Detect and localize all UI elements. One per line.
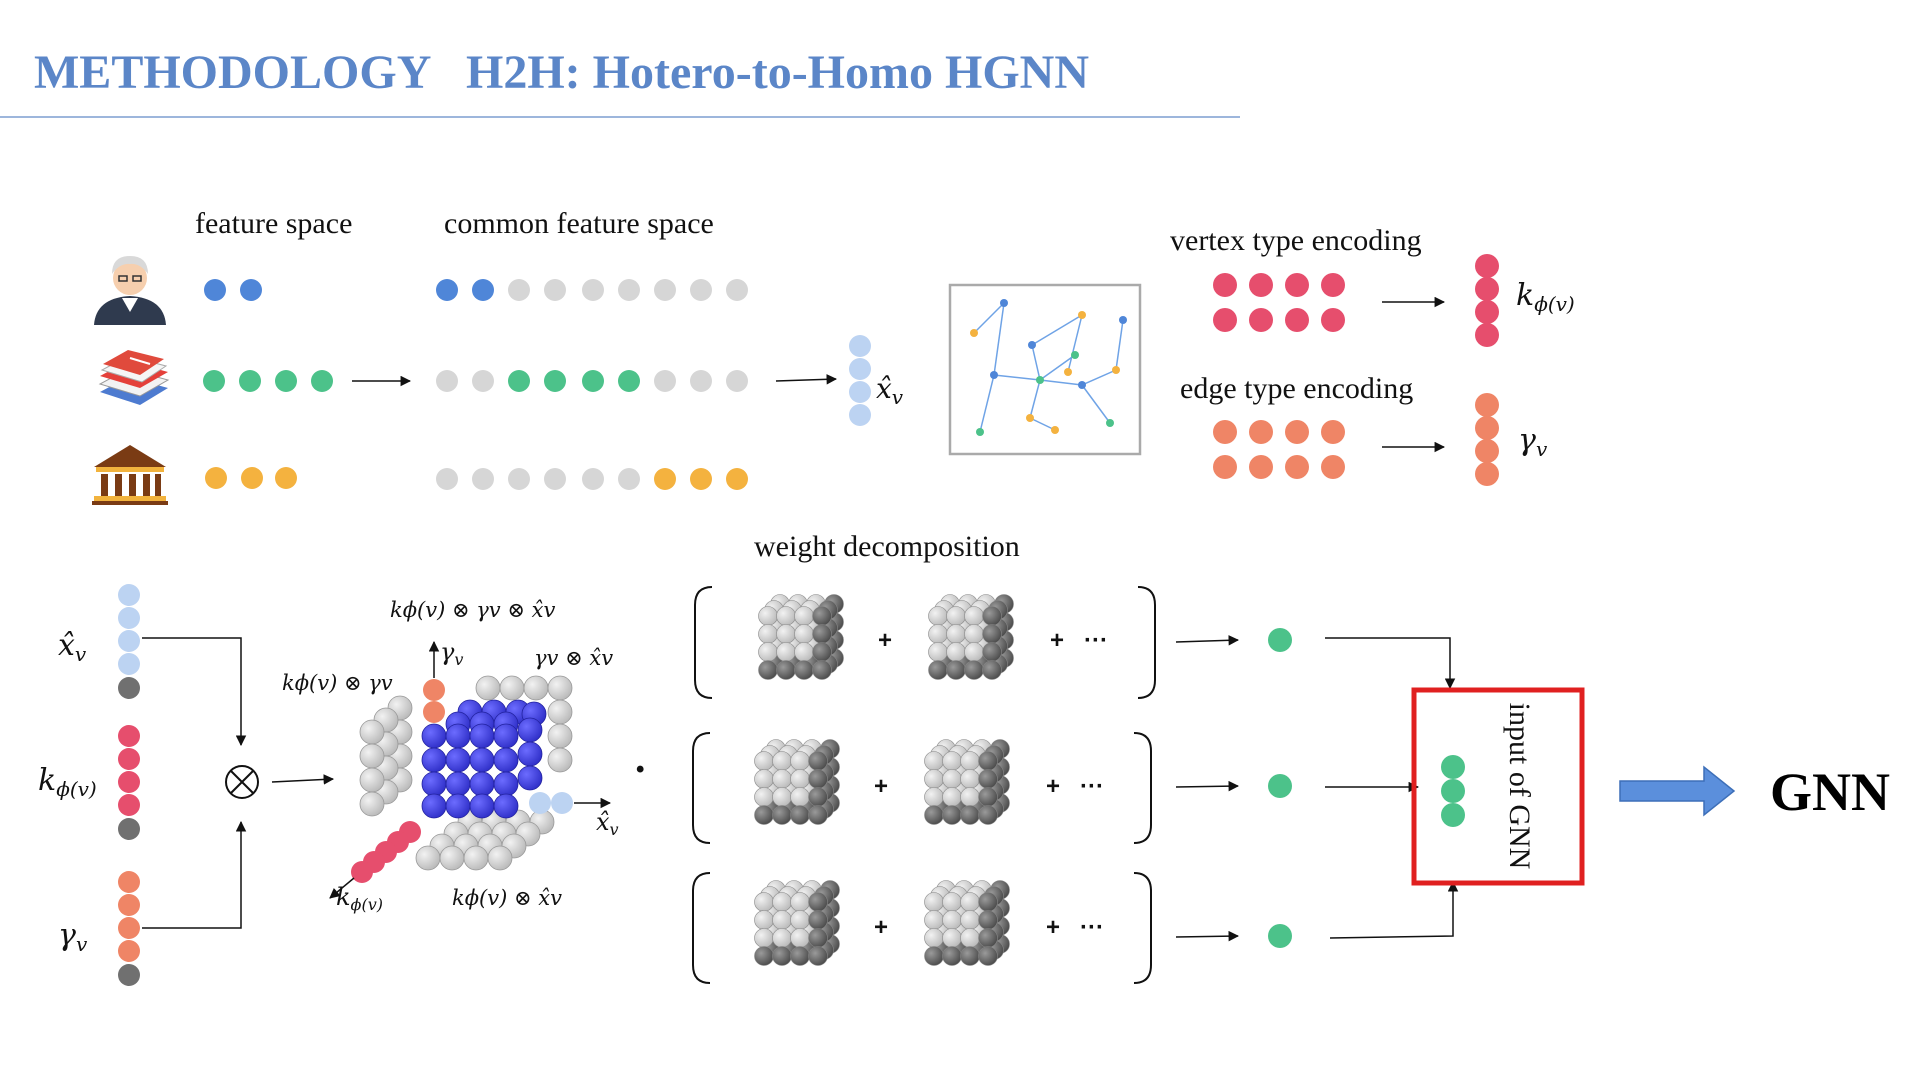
input-of-gnn-box: [1411, 687, 1585, 886]
weight-cube: [754, 880, 840, 966]
arrow-row2: [1175, 780, 1240, 792]
gnn-label: GNN: [1770, 762, 1890, 822]
plus-row3-a: +: [874, 914, 888, 941]
dot-operator: •: [636, 756, 644, 783]
k-x-label: kϕ(v) ⊗ x̂v: [452, 886, 562, 910]
kphi-vector: [1475, 254, 1499, 347]
connector-gamma: [142, 820, 247, 929]
person-icon: [94, 256, 166, 325]
xhat-vector: [849, 335, 871, 426]
k-gamma-label: kϕ(v) ⊗ γv: [282, 671, 393, 695]
weight-cubes: [754, 594, 1014, 966]
connector-row1: [1325, 637, 1456, 690]
common-dots-institution: [436, 468, 748, 490]
gamma-x-label: γv ⊗ x̂v: [534, 646, 613, 670]
ellipsis-row1: ···: [1084, 627, 1108, 654]
ellipsis-row3: ···: [1080, 914, 1104, 941]
common-dots-book: [436, 370, 748, 392]
gnn-input-vector: [1441, 755, 1465, 827]
xhat-vector-bottom: [118, 584, 140, 699]
feature-space-label: feature space: [195, 207, 352, 240]
kphi-label-bottom: kϕ(v): [38, 763, 97, 801]
arrow-row1: [1175, 635, 1240, 646]
weight-cube: [754, 739, 840, 825]
x-axis-label: x̂v: [596, 808, 619, 839]
input-of-gnn-label: input of GNN: [1503, 703, 1536, 870]
output-dot-row3: [1268, 924, 1292, 948]
edge-type-encoding-label: edge type encoding: [1180, 372, 1413, 405]
weight-cube: [924, 880, 1010, 966]
edge-type-dots: [1213, 420, 1345, 479]
section-title: METHODOLOGY: [34, 46, 431, 99]
gnn-arrow: [1619, 765, 1736, 817]
slide-title: H2H: Hotero-to-Homo HGNN: [466, 46, 1089, 99]
weight-cube: [924, 739, 1010, 825]
output-dot-row2: [1268, 774, 1292, 798]
vertex-type-dots: [1213, 273, 1345, 332]
weight-cube: [758, 594, 844, 680]
arrow-to-xhat: [775, 374, 838, 385]
plus-row2-a: +: [874, 773, 888, 800]
arrow-to-cube: [271, 774, 335, 785]
plus-row3-b: +: [1046, 914, 1060, 941]
output-dot-row1: [1268, 628, 1292, 652]
k-axis-label: kϕ(v): [336, 883, 383, 914]
tensor-cube: [329, 640, 612, 899]
gamma-label-bottom: γv: [58, 918, 88, 956]
common-feature-space-label: common feature space: [444, 207, 714, 240]
feature-dots-institution: [205, 467, 297, 489]
common-dots-person: [436, 279, 748, 301]
plus-row2-b: +: [1046, 773, 1060, 800]
xhat-label-bottom: x̂v: [58, 628, 87, 666]
gamma-label: γv: [1518, 423, 1548, 461]
gamma-vector-bottom: [118, 871, 140, 986]
connector-xhat: [142, 637, 247, 747]
gamma-axis-label: γv: [440, 638, 463, 669]
gamma-vector: [1475, 393, 1499, 486]
xhat-label: x̂v: [876, 372, 904, 409]
triple-product-label: kϕ(v) ⊗ γv ⊗ x̂v: [390, 598, 555, 622]
kphi-label: kϕ(v): [1516, 278, 1575, 316]
arrow-row3: [1175, 930, 1240, 942]
ellipsis-row2: ···: [1080, 773, 1104, 800]
book-icon: [98, 350, 170, 405]
feature-dots-book: [203, 370, 333, 392]
feature-dots-person: [204, 279, 262, 301]
weight-cube: [928, 594, 1014, 680]
kphi-vector-bottom: [118, 725, 140, 840]
plus-row1-a: +: [878, 627, 892, 654]
institution-icon: [92, 445, 168, 505]
plus-row1-b: +: [1050, 627, 1064, 654]
connector-row3: [1329, 880, 1459, 939]
graph-icon: [948, 283, 1142, 456]
brackets: [692, 586, 1156, 984]
weight-decomposition-label: weight decomposition: [754, 530, 1020, 563]
vertex-type-encoding-label: vertex type encoding: [1170, 224, 1422, 257]
